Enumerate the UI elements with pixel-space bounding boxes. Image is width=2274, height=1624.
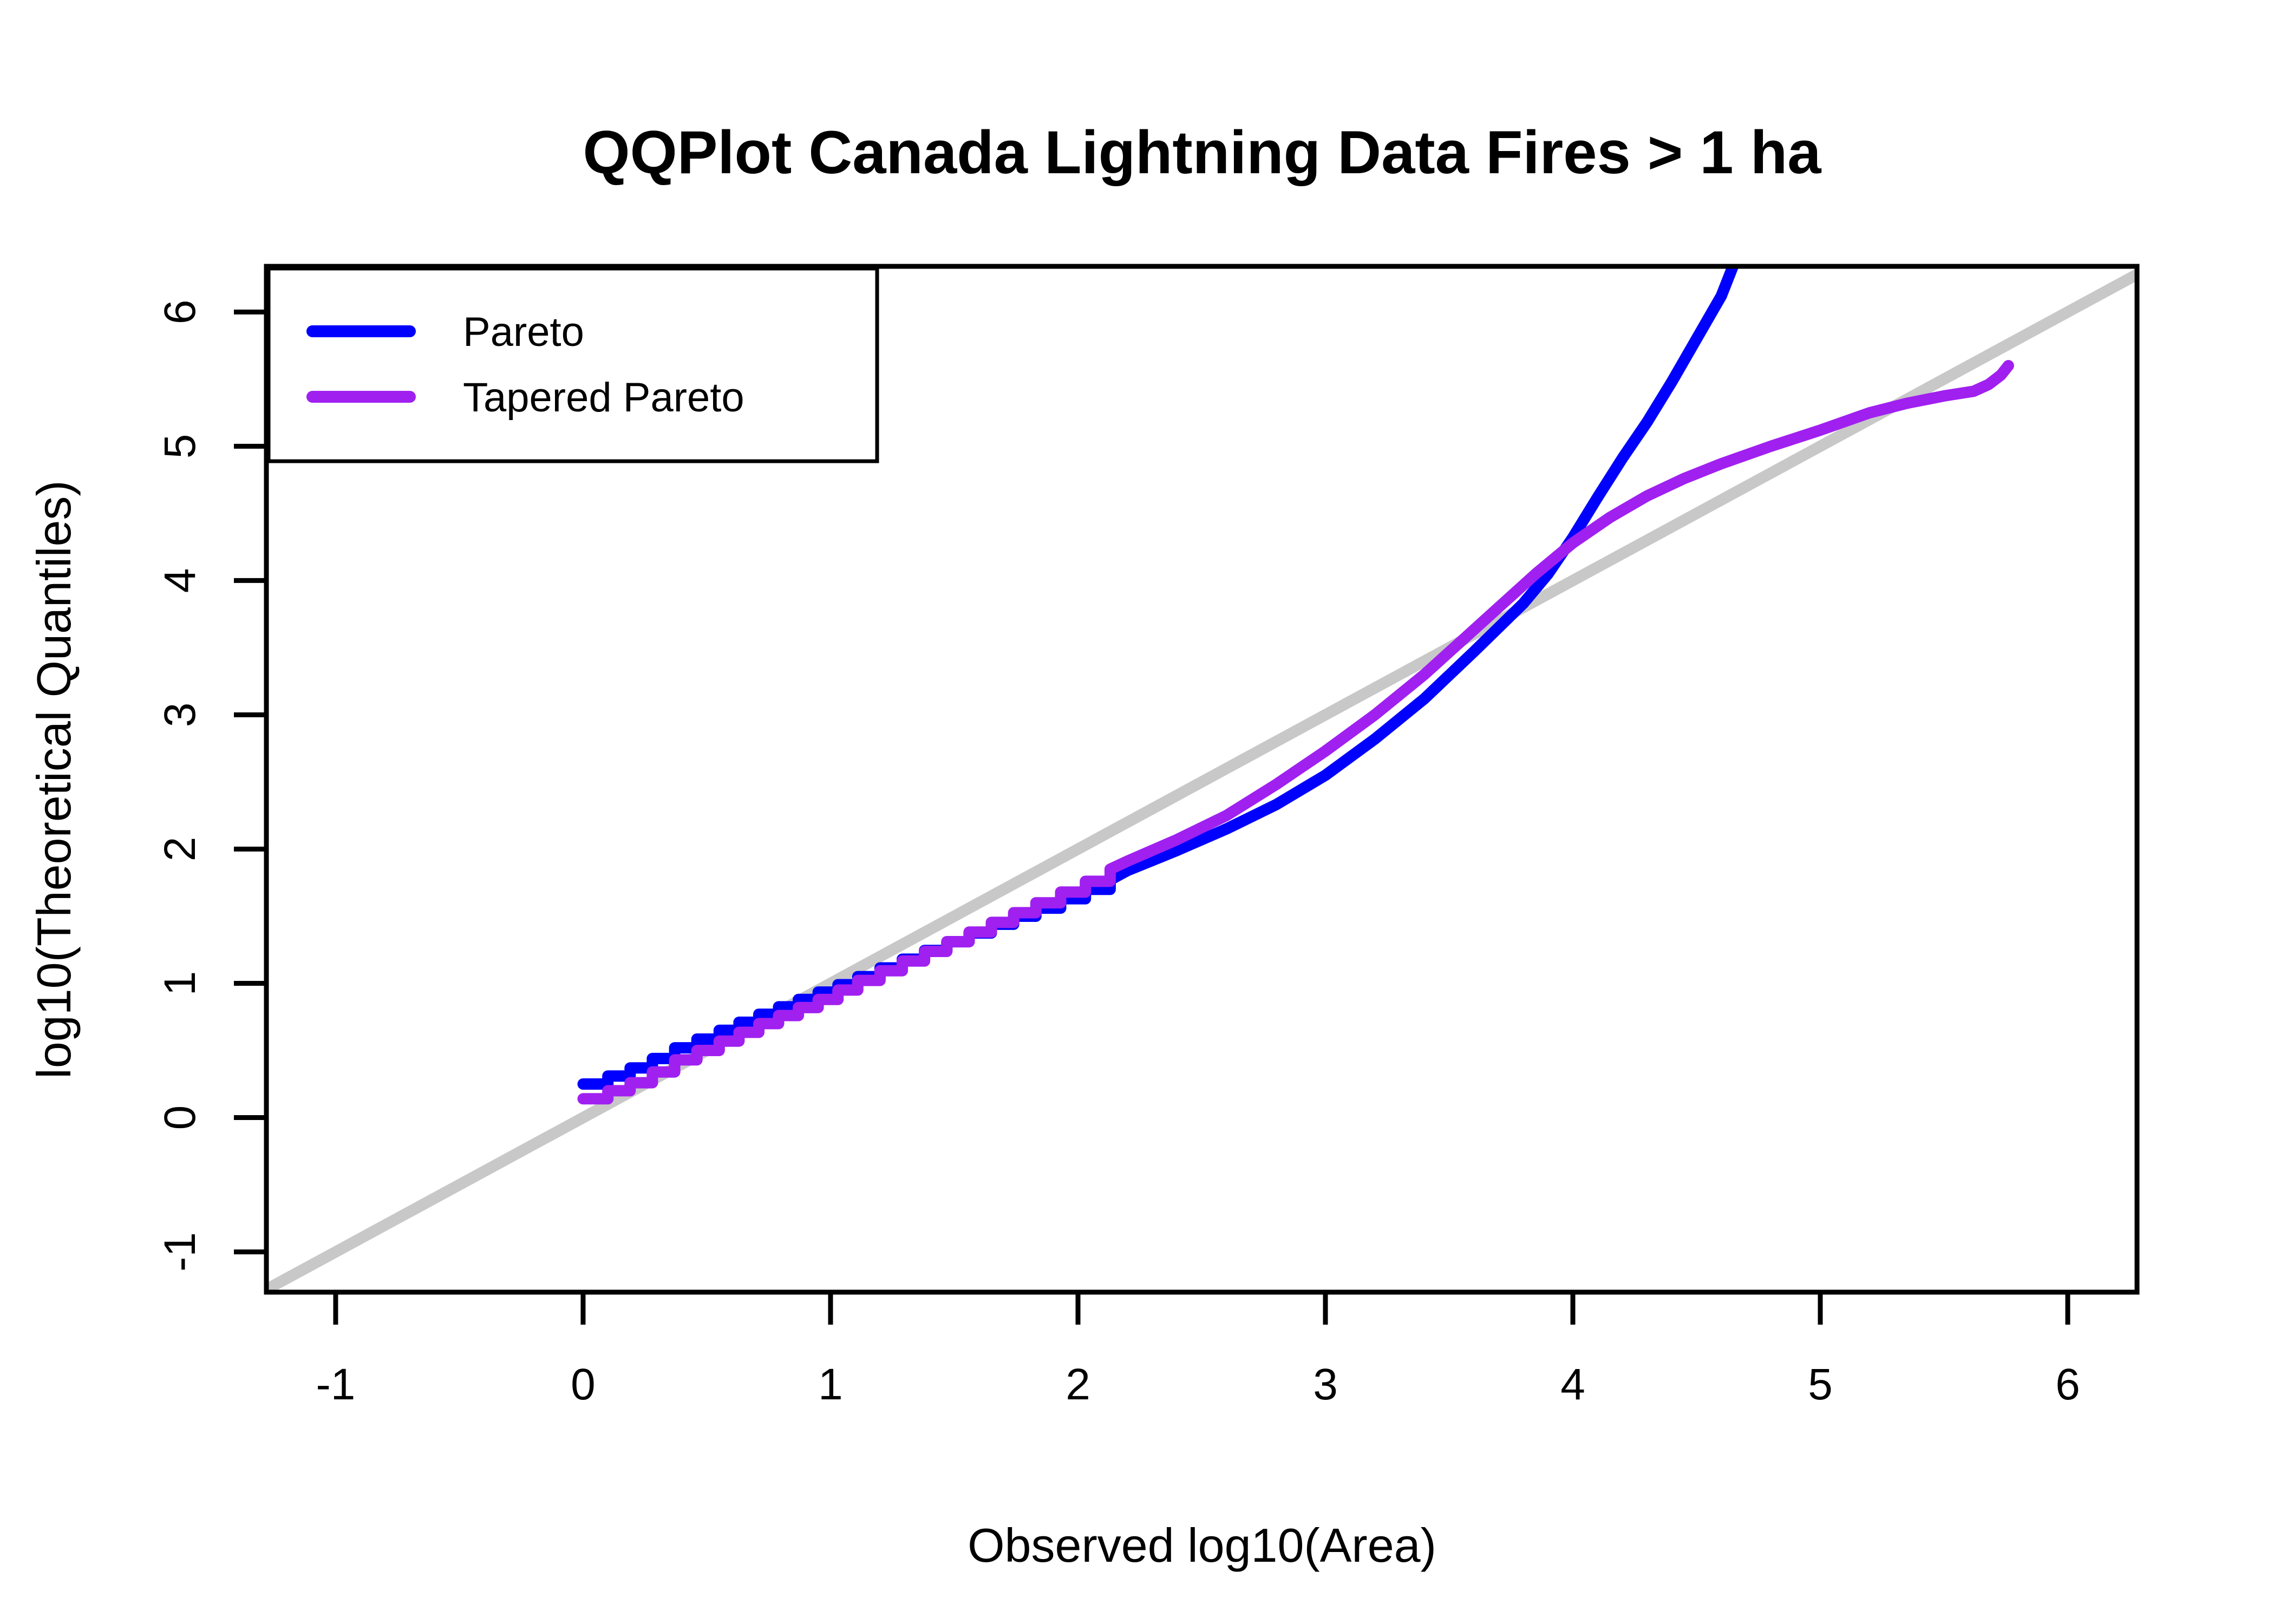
plot-area: [266, 266, 2137, 1292]
y-tick-label: -1: [155, 1232, 205, 1272]
x-tick-label: 5: [1808, 1360, 1833, 1409]
y-tick-label: 2: [155, 837, 205, 862]
x-tick-label: 0: [571, 1360, 596, 1409]
y-tick-label: 1: [155, 971, 205, 996]
y-tick-label: 5: [155, 434, 205, 459]
plot-border: [264, 264, 2140, 1295]
y-tick-label: 6: [155, 300, 205, 325]
y-tick-label: 4: [155, 568, 205, 593]
legend-box: [266, 266, 879, 463]
x-tick-label: -1: [316, 1360, 356, 1409]
x-tick-label: 6: [2055, 1360, 2080, 1409]
x-tick-label: 1: [818, 1360, 843, 1409]
legend-label-tapered: Tapered Pareto: [463, 375, 744, 421]
x-tick-label: 3: [1313, 1360, 1338, 1409]
y-axis-title: log10(Theoretical Quantiles): [27, 480, 81, 1078]
x-tick-label: 4: [1560, 1360, 1585, 1409]
x-tick-label: 2: [1066, 1360, 1090, 1409]
x-axis-ticks: -1 0 1 2 3 4 5 6: [316, 1292, 2080, 1409]
y-tick-label: 3: [155, 703, 205, 728]
x-axis-title: Observed log10(Area): [968, 1518, 1436, 1572]
y-tick-label: 0: [155, 1105, 205, 1130]
chart-title: QQPlot Canada Lightning Data Fires > 1 h…: [583, 119, 1821, 186]
y-axis-ticks: -1 0 1 2 3 4 5 6: [155, 300, 266, 1272]
reference-line: [266, 269, 2137, 1292]
legend: Pareto Tapered Pareto: [266, 266, 879, 463]
legend-label-pareto: Pareto: [463, 309, 584, 355]
tapered-pareto-curve: [577, 360, 2014, 1105]
